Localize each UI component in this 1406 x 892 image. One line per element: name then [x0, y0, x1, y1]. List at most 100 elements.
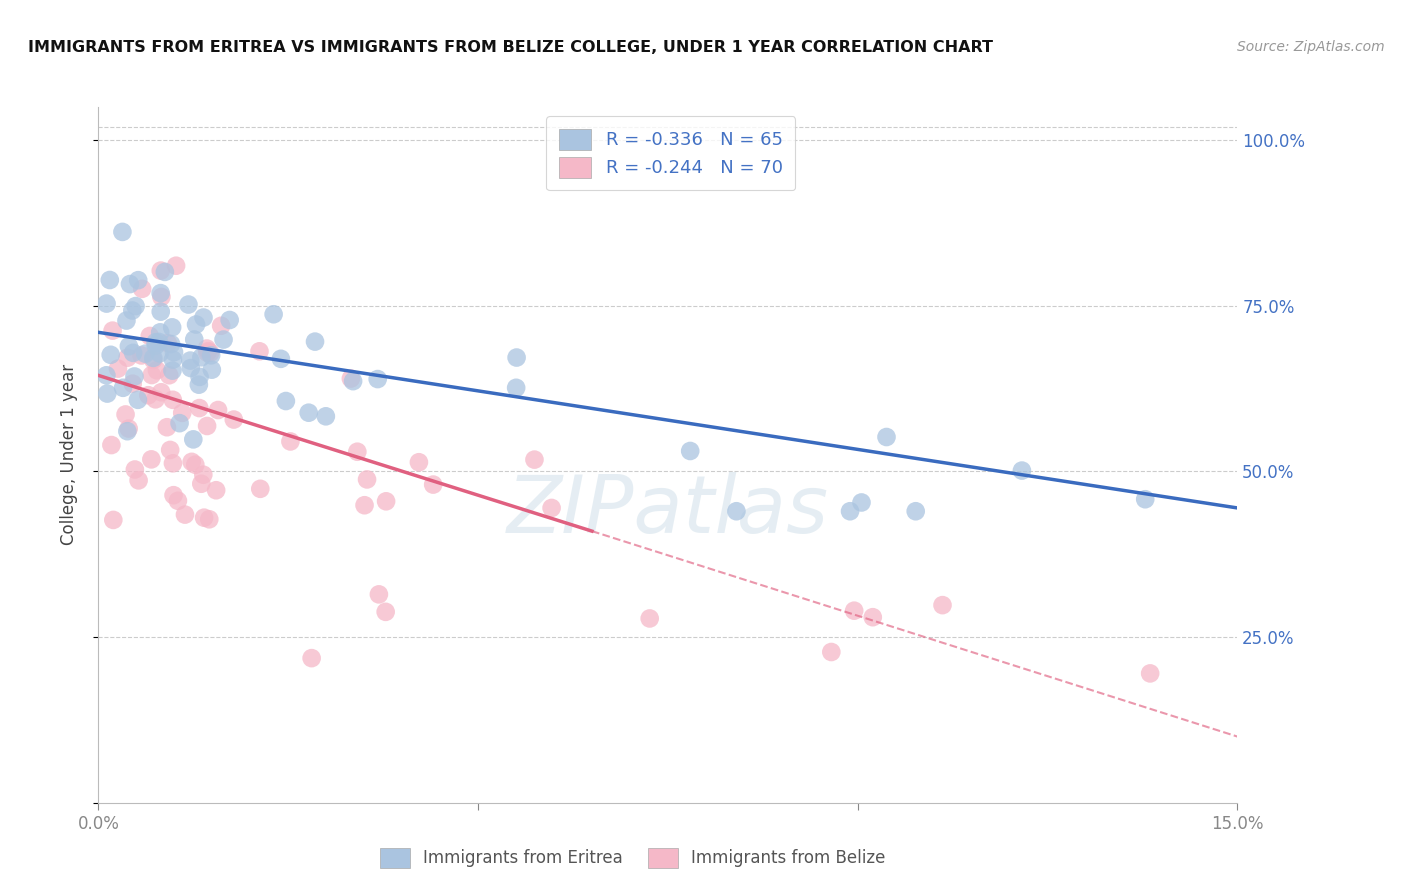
- Point: [118, 277, 141, 291]
- Point: [121, 303, 143, 318]
- Point: [121, 376, 143, 391]
- Point: [149, 346, 172, 360]
- Point: [138, 388, 160, 402]
- Point: [374, 605, 396, 619]
- Point: [184, 458, 207, 472]
- Point: [638, 611, 661, 625]
- Point: [201, 362, 224, 376]
- Point: [679, 444, 702, 458]
- Point: [96, 368, 118, 383]
- Point: [162, 392, 184, 407]
- Point: [1011, 464, 1033, 478]
- Point: [523, 452, 546, 467]
- Point: [117, 424, 139, 438]
- Point: [342, 374, 364, 388]
- Point: [820, 645, 842, 659]
- Legend: Immigrants from Eritrea, Immigrants from Belize: Immigrants from Eritrea, Immigrants from…: [368, 837, 897, 880]
- Point: [96, 296, 118, 310]
- Point: [162, 352, 184, 367]
- Point: [145, 335, 167, 350]
- Point: [142, 353, 165, 368]
- Text: IMMIGRANTS FROM ERITREA VS IMMIGRANTS FROM BELIZE COLLEGE, UNDER 1 YEAR CORRELAT: IMMIGRANTS FROM ERITREA VS IMMIGRANTS FR…: [28, 40, 993, 55]
- Point: [180, 361, 202, 376]
- Point: [183, 333, 205, 347]
- Point: [353, 498, 375, 512]
- Point: [180, 455, 202, 469]
- Point: [150, 290, 173, 304]
- Point: [209, 318, 232, 333]
- Point: [193, 467, 215, 482]
- Point: [298, 406, 321, 420]
- Point: [96, 386, 118, 401]
- Point: [128, 474, 150, 488]
- Point: [346, 444, 368, 458]
- Point: [408, 455, 430, 469]
- Point: [212, 333, 235, 347]
- Point: [193, 310, 215, 325]
- Point: [149, 263, 172, 277]
- Point: [422, 477, 444, 491]
- Point: [103, 513, 125, 527]
- Point: [177, 297, 200, 311]
- Point: [367, 587, 389, 601]
- Point: [167, 493, 190, 508]
- Point: [139, 329, 162, 343]
- Point: [263, 307, 285, 321]
- Point: [862, 610, 884, 624]
- Point: [124, 369, 146, 384]
- Point: [111, 225, 134, 239]
- Point: [200, 348, 222, 362]
- Point: [127, 392, 149, 407]
- Point: [249, 344, 271, 359]
- Point: [1139, 666, 1161, 681]
- Point: [159, 442, 181, 457]
- Point: [195, 345, 218, 359]
- Point: [162, 363, 184, 377]
- Point: [169, 416, 191, 430]
- Point: [205, 483, 228, 498]
- Point: [195, 419, 218, 434]
- Point: [112, 381, 135, 395]
- Point: [876, 430, 898, 444]
- Point: [117, 421, 139, 435]
- Point: [1135, 492, 1157, 507]
- Point: [179, 353, 201, 368]
- Point: [190, 351, 212, 365]
- Point: [274, 394, 297, 409]
- Point: [505, 381, 527, 395]
- Point: [131, 348, 153, 362]
- Point: [193, 510, 215, 524]
- Point: [184, 318, 207, 332]
- Point: [222, 412, 245, 426]
- Point: [124, 299, 146, 313]
- Point: [163, 345, 186, 359]
- Point: [149, 286, 172, 301]
- Legend: R = -0.336   N = 65, R = -0.244   N = 70: R = -0.336 N = 65, R = -0.244 N = 70: [547, 116, 796, 190]
- Point: [188, 370, 211, 384]
- Point: [115, 313, 138, 327]
- Point: [249, 482, 271, 496]
- Point: [160, 320, 183, 334]
- Point: [200, 346, 222, 360]
- Point: [181, 433, 204, 447]
- Point: [198, 512, 221, 526]
- Point: [187, 377, 209, 392]
- Point: [844, 604, 866, 618]
- Point: [725, 504, 748, 518]
- Point: [150, 385, 173, 400]
- Point: [156, 336, 179, 351]
- Point: [141, 368, 163, 382]
- Point: [540, 500, 562, 515]
- Point: [100, 438, 122, 452]
- Point: [149, 304, 172, 318]
- Point: [148, 334, 170, 349]
- Point: [162, 456, 184, 470]
- Point: [149, 326, 172, 340]
- Point: [157, 368, 180, 383]
- Point: [114, 408, 136, 422]
- Text: ZIPatlas: ZIPatlas: [506, 472, 830, 549]
- Point: [301, 651, 323, 665]
- Point: [156, 420, 179, 434]
- Point: [356, 472, 378, 486]
- Point: [100, 348, 122, 362]
